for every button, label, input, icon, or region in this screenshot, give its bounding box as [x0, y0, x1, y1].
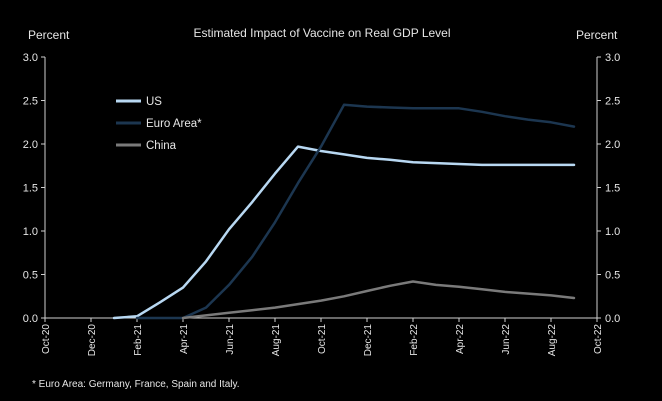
x-tick-label: Oct-20	[41, 324, 52, 354]
series-line-us	[112, 145, 576, 320]
y-tick-label-right: 0.0	[605, 313, 620, 325]
y-tick-label-right: 2.0	[605, 139, 620, 151]
y-axis-label-right: Percent	[576, 28, 618, 42]
x-tick-label: Dec-20	[87, 324, 98, 357]
x-tick-label: Jun-21	[225, 324, 236, 355]
legend: US Euro Area* China	[116, 96, 202, 152]
y-tick-label-right: 2.5	[605, 96, 620, 108]
y-tick-label-left: 0.5	[23, 270, 38, 282]
x-tick-label: Oct-21	[317, 324, 328, 354]
x-tick-label: Apr-22	[455, 324, 466, 354]
y-tick-label-left: 2.5	[23, 96, 38, 108]
legend-label: Euro Area*	[146, 118, 202, 130]
x-tick-label: Oct-22	[593, 324, 604, 354]
y-tick-label-right: 1.0	[605, 226, 620, 238]
y-tick-label-left: 1.5	[23, 183, 38, 195]
x-tick-label: Apr-21	[179, 324, 190, 354]
x-tick-label: Dec-21	[363, 324, 374, 357]
series-line-china	[181, 280, 576, 320]
legend-label: US	[146, 96, 162, 108]
x-tick-label: Jun-22	[501, 324, 512, 355]
x-tick-label: Feb-22	[409, 324, 420, 356]
y-axis-label-left: Percent	[28, 28, 70, 42]
y-tick-label-right: 3.0	[605, 52, 620, 64]
series-line-euro-area	[135, 103, 576, 320]
y-tick-label-left: 1.0	[23, 226, 38, 238]
y-tick-label-left: 3.0	[23, 52, 38, 64]
footnote: * Euro Area: Germany, France, Spain and …	[32, 379, 240, 390]
y-tick-label-left: 2.0	[23, 139, 38, 151]
x-tick-label: Aug-22	[547, 324, 558, 357]
y-tick-label-right: 0.5	[605, 270, 620, 282]
x-tick-label: Aug-21	[271, 324, 282, 357]
y-tick-label-left: 0.0	[23, 313, 38, 325]
legend-label: China	[146, 140, 177, 152]
chart-title: Estimated Impact of Vaccine on Real GDP …	[193, 26, 450, 40]
series-layer	[112, 103, 576, 320]
y-tick-label-right: 1.5	[605, 183, 620, 195]
x-tick-label: Feb-21	[133, 324, 144, 356]
axes: 0.0 0.0 0.5 0.5 1.0 1.0 1.5 1.5 2.0 2.0 2.5 2.5 3.0 3…	[23, 52, 621, 356]
